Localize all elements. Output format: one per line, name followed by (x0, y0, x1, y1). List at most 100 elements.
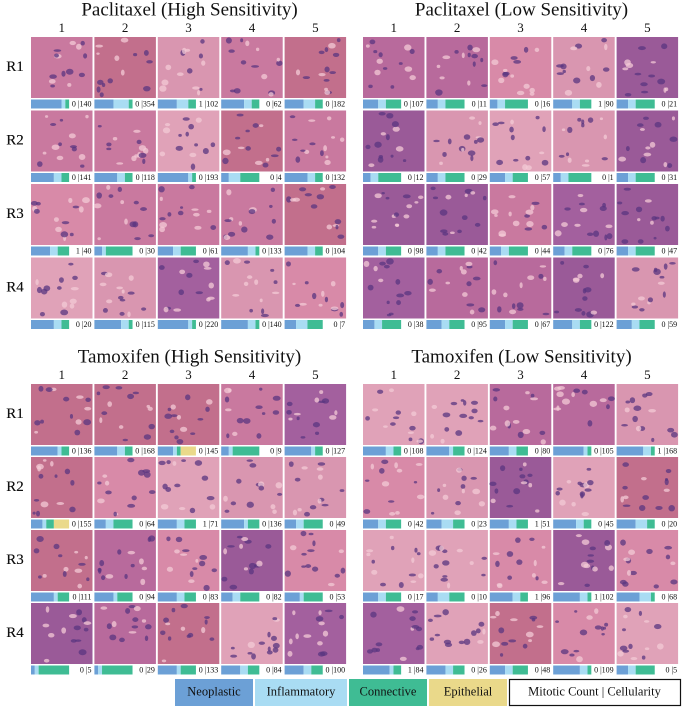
composition-segment (128, 99, 133, 109)
composition-segment (315, 446, 323, 456)
nucleus (165, 64, 172, 71)
nucleus (159, 222, 168, 228)
composition-segment (382, 320, 402, 329)
nucleus (519, 282, 523, 289)
tile: 1 |40 (30, 184, 93, 256)
nucleus (625, 62, 634, 68)
nucleus (623, 557, 631, 562)
nucleus (648, 409, 656, 413)
nucleus (499, 653, 504, 657)
composition-segment (378, 173, 402, 182)
nucleus (78, 562, 86, 566)
tile: 0 |136 (221, 457, 283, 529)
nucleus (388, 312, 394, 316)
nucleus (117, 186, 123, 192)
composition-segment (441, 320, 450, 329)
composition-segment (296, 519, 304, 529)
nucleus (76, 395, 84, 399)
nucleus (468, 416, 474, 420)
nucleus (618, 156, 627, 162)
nucleus (566, 479, 572, 484)
nucleus (243, 418, 251, 424)
nucleus (180, 553, 188, 556)
nucleus (606, 404, 610, 410)
nucleus (83, 627, 89, 632)
tile-label: 1 |90 (598, 99, 614, 108)
nucleus (134, 154, 139, 158)
composition-segment (587, 446, 592, 456)
nucleus (565, 152, 570, 157)
nucleus (373, 265, 378, 272)
nucleus (640, 157, 647, 164)
nucleus (641, 476, 647, 481)
nucleus (460, 484, 466, 489)
nucleus (393, 212, 400, 217)
nucleus (621, 239, 629, 244)
composition-segment (363, 592, 379, 602)
nucleus (522, 462, 527, 467)
nucleus (586, 559, 595, 563)
nucleus (569, 653, 575, 657)
nucleus (124, 218, 128, 225)
nucleus (389, 535, 394, 540)
nucleus (56, 286, 62, 290)
nucleus (292, 282, 296, 286)
nucleus (312, 540, 316, 547)
nucleus (664, 545, 673, 550)
nucleus (403, 214, 410, 219)
nucleus (646, 548, 653, 554)
nucleus (273, 280, 278, 285)
nucleus (296, 416, 300, 421)
nucleus (581, 539, 590, 545)
composition-segment (247, 320, 256, 329)
nucleus (321, 290, 325, 297)
nucleus (409, 48, 415, 55)
nucleus (143, 434, 152, 440)
nucleus (165, 622, 171, 626)
nucleus (173, 308, 182, 312)
nucleus (638, 505, 646, 512)
composition-segment (94, 173, 118, 182)
nucleus (529, 91, 535, 96)
row-label: R4 (6, 625, 24, 641)
tile-label: 0 |76 (598, 246, 614, 255)
composition-segment (393, 665, 402, 675)
nucleus (365, 416, 370, 421)
nucleus (118, 425, 124, 429)
nucleus (458, 640, 465, 645)
nucleus (303, 634, 312, 638)
nucleus (54, 53, 59, 58)
legend-label: Inflammatory (267, 684, 336, 698)
nucleus (204, 619, 208, 625)
nucleus (108, 194, 114, 198)
nucleus (61, 627, 67, 634)
nucleus (54, 474, 58, 478)
tile: 0 |12 (363, 110, 425, 182)
nucleus (489, 481, 497, 486)
nucleus (128, 275, 134, 281)
tile-label: 0 |21 (661, 99, 677, 108)
tile-label: 1 |96 (535, 592, 551, 601)
nucleus (42, 459, 47, 462)
row-label: R4 (6, 279, 24, 295)
nucleus (185, 394, 191, 401)
nucleus (163, 617, 170, 623)
nucleus (300, 436, 306, 439)
composition-segment (560, 173, 569, 182)
nucleus (467, 52, 471, 58)
tile: 0 |354 (94, 37, 156, 109)
nucleus (143, 85, 151, 92)
nucleus (639, 308, 645, 312)
nucleus (506, 504, 514, 508)
nucleus (104, 272, 113, 278)
nucleus (378, 52, 383, 58)
nucleus (159, 85, 167, 92)
tile-image (489, 457, 552, 518)
composition-segment (46, 519, 54, 529)
column-label: 2 (454, 367, 461, 382)
nucleus (78, 206, 84, 213)
nucleus (573, 277, 580, 283)
nucleus (132, 391, 140, 395)
nucleus (516, 302, 524, 309)
